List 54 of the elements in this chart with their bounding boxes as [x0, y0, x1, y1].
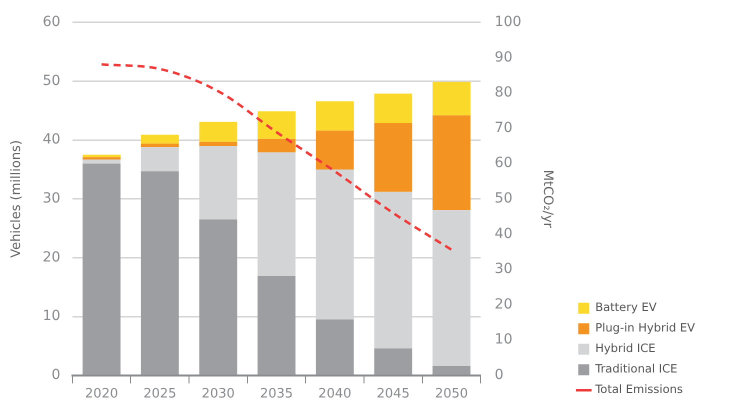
bar: [432, 82, 470, 116]
bar: [258, 138, 296, 152]
y2-tick-label: 70: [494, 120, 512, 136]
legend-label: Hybrid ICE: [595, 341, 656, 356]
x-tick-label: 2020: [85, 386, 118, 402]
legend-label: Battery EV: [595, 300, 657, 314]
bar: [258, 276, 296, 375]
bar: [316, 130, 354, 170]
bar: [374, 94, 412, 124]
bar: [432, 115, 470, 210]
bar: [140, 134, 179, 144]
legend-label: Total Emissions: [594, 382, 683, 396]
bar: [374, 348, 412, 375]
y2-tick-label: 50: [494, 190, 512, 207]
legend-label: Traditional ICE: [594, 362, 678, 376]
y-axis-title: Vehicles (millions): [9, 140, 24, 258]
bar: [316, 101, 354, 131]
bar: [82, 159, 121, 164]
y-tick-label: 20: [42, 249, 60, 266]
x-tick-label: 2025: [143, 386, 176, 402]
y2-tick-label: 10: [494, 332, 512, 348]
y2-tick-label: 60: [494, 155, 512, 172]
y2-tick-label: 20: [494, 296, 512, 312]
x-tick-label: 2045: [376, 386, 410, 402]
bar: [374, 123, 412, 192]
x-tick-label: 2030: [202, 386, 235, 402]
y-tick-label: 60: [42, 14, 60, 30]
y-tick-label: 10: [42, 308, 60, 324]
bar: [82, 164, 121, 375]
y2-tick-label: 40: [494, 226, 512, 242]
bar: [316, 320, 354, 375]
y-tick-label: 40: [42, 132, 60, 148]
y2-tick-label: 0: [494, 367, 504, 384]
y-tick-label: 30: [42, 190, 60, 207]
bar: [140, 171, 179, 375]
bar: [140, 147, 179, 172]
x-tick-label: 2050: [434, 386, 468, 402]
bar: [140, 144, 179, 148]
y-tick-label: 0: [51, 367, 60, 384]
x-tick-label: 2035: [260, 386, 294, 402]
x-tick-label: 2040: [318, 386, 352, 402]
y2-tick-label: 30: [494, 261, 512, 278]
y2-tick-label: 80: [494, 84, 512, 101]
legend-label: Plug-in Hybrid EV: [595, 320, 696, 335]
bar: [432, 366, 470, 375]
bar: [199, 122, 238, 142]
bar: [258, 111, 296, 139]
y2-tick-label: 90: [494, 49, 512, 66]
y2-axis-title: MtCO₂/yr: [540, 170, 555, 229]
line-series: [100, 63, 453, 251]
bar: [199, 142, 238, 146]
y-tick-label: 50: [42, 72, 60, 89]
bar: [199, 219, 238, 375]
y2-tick-label: 100: [494, 14, 522, 30]
